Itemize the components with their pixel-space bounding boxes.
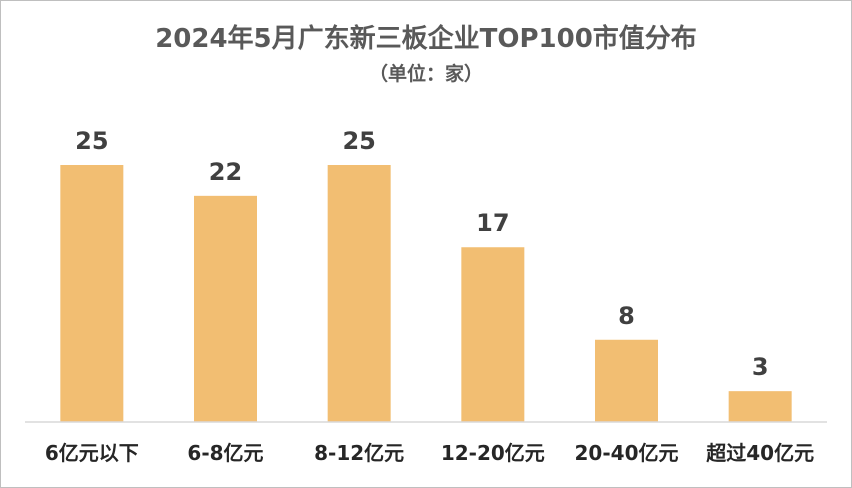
category-label-0: 6亿元以下 <box>45 441 139 465</box>
chart-title: 2024年5月广东新三板企业TOP100市值分布 <box>155 23 697 54</box>
category-label-4: 20-40亿元 <box>575 441 679 465</box>
bars-group: 25 6亿元以下 22 6-8亿元 25 8-12亿元 17 12-20亿元 8 20-40亿元 3… <box>45 127 814 465</box>
bar-0 <box>60 165 124 422</box>
data-label-4: 8 <box>618 302 635 330</box>
chart-subtitle: （单位：家） <box>369 62 483 85</box>
data-label-5: 3 <box>752 353 769 381</box>
bar-2 <box>327 165 391 422</box>
bar-4 <box>595 339 658 422</box>
category-label-2: 8-12亿元 <box>314 441 404 465</box>
data-label-3: 17 <box>476 209 509 237</box>
data-label-2: 25 <box>342 127 375 155</box>
data-label-0: 25 <box>75 127 108 155</box>
bar-3 <box>461 247 525 422</box>
category-label-1: 6-8亿元 <box>187 441 263 465</box>
data-label-1: 22 <box>209 158 242 186</box>
category-label-3: 12-20亿元 <box>441 441 545 465</box>
category-label-5: 超过40亿元 <box>705 441 814 465</box>
bar-5 <box>728 391 792 422</box>
bar-1 <box>194 195 257 422</box>
